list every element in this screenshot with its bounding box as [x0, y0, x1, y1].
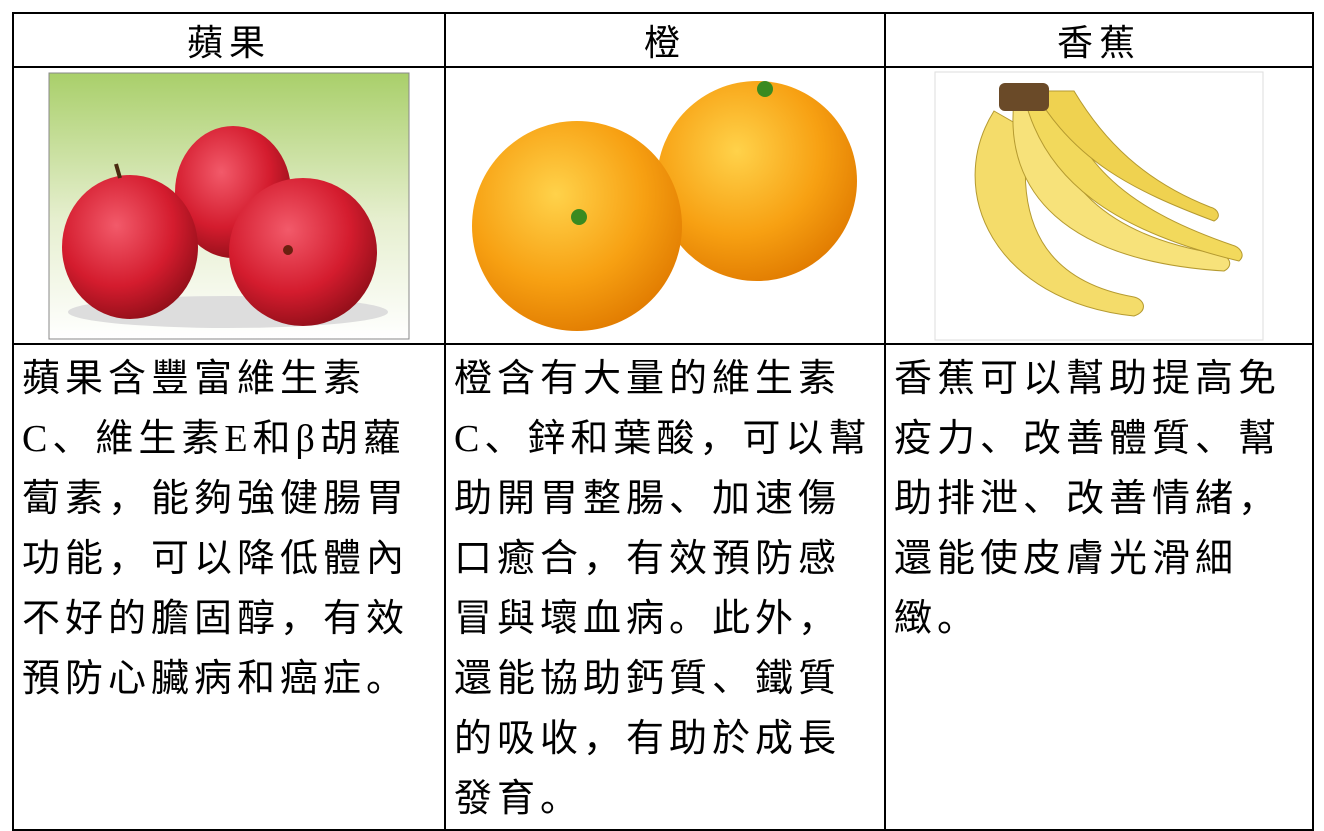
description-line: 還能使皮膚光滑細 [894, 538, 1239, 580]
description-cell: 橙含有大量的維生素 C、鋅和葉酸，可以幫 助開胃整腸、加速傷 口癒合，有效預防感 冒與壞… [444, 343, 886, 831]
fruit-table: 蘋果 橙 香蕉 蘋果含豐富維生素 C、維生素E和β胡蘿 蔔素，能夠強健腸胃 功能，可以… [12, 12, 1314, 831]
description-line: 橙含有大量的維生素 [454, 358, 842, 400]
description-line: 助開胃整腸、加速傷 [454, 478, 842, 520]
description-cell: 香蕉可以幫助提高免 疫力、改善體質、幫 助排泄、改善情緒， 還能使皮膚光滑細 緻。 [884, 343, 1314, 831]
description-line: 助排泄、改善情緒， [894, 478, 1282, 520]
description-line: 功能，可以降低體內 [22, 538, 410, 580]
description-line: 疫力、改善體質、幫 [894, 418, 1282, 460]
banana-image [934, 71, 1264, 340]
description-line: 冒與壞血病。此外， [454, 598, 842, 640]
image-cell [12, 66, 446, 345]
description-row: 蘋果含豐富維生素 C、維生素E和β胡蘿 蔔素，能夠強健腸胃 功能，可以降低體內 不好的膽… [12, 343, 1314, 831]
description-line: 口癒合，有效預防感 [454, 538, 842, 580]
apple-image [48, 72, 410, 339]
description-line: 的吸收，有助於成長 [454, 718, 842, 760]
description-cell: 蘋果含豐富維生素 C、維生素E和β胡蘿 蔔素，能夠強健腸胃 功能，可以降低體內 不好的膽… [12, 343, 446, 831]
image-row [12, 66, 1314, 345]
description-line: 還能協助鈣質、鐵質 [454, 658, 842, 700]
header-row: 蘋果 橙 香蕉 [12, 12, 1314, 68]
description-line: 香蕉可以幫助提高免 [894, 358, 1282, 400]
header-cell: 橙 [444, 12, 886, 68]
description-line: C、維生素E和β胡蘿 [22, 418, 406, 460]
description-line: 蔔素，能夠強健腸胃 [22, 478, 410, 520]
orange-image [472, 80, 857, 331]
image-cell [444, 66, 886, 345]
description-line: 蘋果含豐富維生素 [22, 358, 367, 400]
description-line: 緻。 [894, 598, 981, 640]
header-cell: 香蕉 [884, 12, 1314, 68]
description-line: 預防心臟病和癌症。 [22, 658, 410, 700]
image-cell [884, 66, 1314, 345]
description-line: 發育。 [454, 778, 584, 820]
description-line: 不好的膽固醇，有效 [22, 598, 410, 640]
description-line: C、鋅和葉酸，可以幫 [454, 418, 872, 460]
header-cell: 蘋果 [12, 12, 446, 68]
